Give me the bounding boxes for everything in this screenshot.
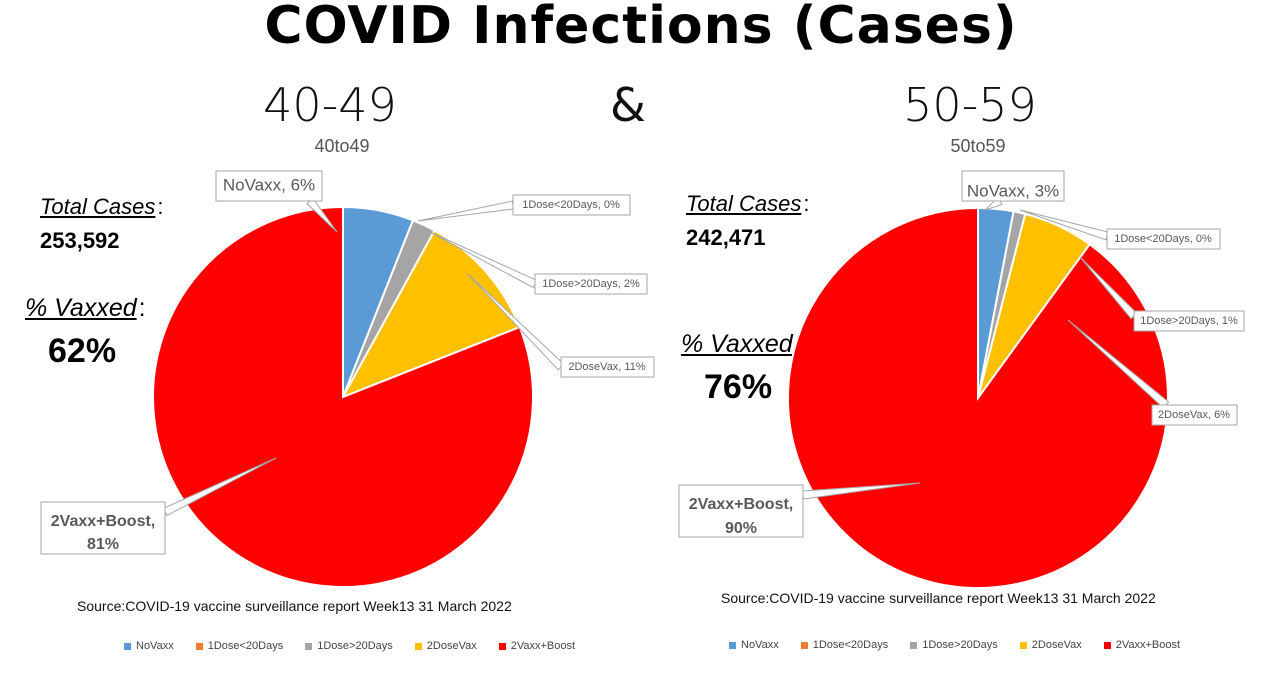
legend-swatch-1dosegt20days (910, 641, 918, 649)
data-label-1dosegt20days: 1Dose>20Days, 1% (1140, 315, 1238, 327)
age-title-right: 50-59 (903, 78, 1037, 132)
label-box-1doselt20days (1106, 228, 1221, 250)
legend-label-1doselt20days: 1Dose<20Days (207, 640, 284, 652)
legend-swatch-1dosegt20days (305, 642, 313, 650)
label-box-1doselt20days (512, 194, 631, 216)
pie-chart-50to59: NoVaxx, 3% 1Dose<20Days, 0% 1Dose>20Days, … (678, 170, 1245, 589)
legend-label-1dosegt20days: 1Dose>20Days (317, 640, 393, 652)
data-labels: NoVaxx, 3% 1Dose<20Days, 0% 1Dose>20Days, … (678, 170, 1245, 538)
legend-item-novaxx: NoVaxx (729, 639, 779, 651)
legend-left: NoVaxx 1Dose<20Days 1Dose>20Days 2DoseVax 2V… (124, 640, 597, 652)
legend-item-1dosegt20days: 1Dose>20Days (305, 640, 393, 652)
data-label-2vaxxplusboost: 2Vaxx+Boost, (689, 496, 794, 513)
ampersand: & (610, 78, 646, 132)
slice-2vaxxplusboost (787, 206, 1169, 589)
legend-item-2dosevax: 2DoseVax (1019, 639, 1082, 651)
label-box-2vaxxplusboost (678, 484, 804, 538)
data-label-2vaxxplusboost-pct: 90% (725, 520, 757, 537)
total-cases-value-left: 253,592 (40, 228, 120, 253)
legend-swatch-2vaxxplusboost (498, 642, 506, 650)
vaxxed-label-right: % Vaxxed (681, 330, 793, 358)
legend-label-2vaxxplusboost: 2Vaxx+Boost (510, 640, 576, 652)
source-right: Source:COVID-19 vaccine surveillance rep… (721, 590, 1156, 606)
main-title: COVID Infections (Cases) (264, 0, 1018, 56)
total-cases-label-right: Total Cases (686, 191, 802, 216)
legend-item-1dosegt20days: 1Dose>20Days (910, 639, 998, 651)
pie-chart-40to49: NoVaxx, 6% 1Dose<20Days, 0% 1Dose>20Days, … (40, 170, 655, 588)
label-box-2vaxxplusboost (40, 501, 166, 555)
vaxxed-value-right: 76% (704, 368, 773, 406)
callout-1doselt20days (417, 200, 515, 222)
legend-item-novaxx: NoVaxx (124, 640, 174, 652)
legend-label-2vaxxplusboost: 2Vaxx+Boost (1115, 639, 1181, 651)
legend-swatch-2dosevax (414, 642, 422, 650)
legend-swatch-1doselt20days (800, 641, 808, 649)
legend-item-2vaxxplusboost: 2Vaxx+Boost (498, 640, 576, 652)
label-box-1dosegt20days (1133, 310, 1245, 332)
legend-label-2dosevax: 2DoseVax (1031, 639, 1082, 651)
label-box-2dosevax (1151, 404, 1238, 426)
legend-label-2dosevax: 2DoseVax (426, 640, 477, 652)
chart-subtitle-left: 40to49 (314, 136, 370, 156)
legend-label-1doselt20days: 1Dose<20Days (812, 639, 889, 651)
legend-item-2vaxxplusboost: 2Vaxx+Boost (1103, 639, 1181, 651)
legend-label-1dosegt20days: 1Dose>20Days (922, 639, 998, 651)
legend-item-1doselt20days: 1Dose<20Days (800, 639, 889, 651)
data-label-2dosevax: 2DoseVax, 6% (1158, 409, 1230, 421)
chart-subtitle-right: 50to59 (950, 136, 1006, 156)
data-label-1doselt20days: 1Dose<20Days, 0% (1114, 233, 1212, 245)
legend-item-2dosevax: 2DoseVax (414, 640, 477, 652)
data-label-1doselt20days: 1Dose<20Days, 0% (522, 199, 620, 211)
total-cases-left: Total Cases: (40, 194, 164, 219)
legend-right: NoVaxx 1Dose<20Days 1Dose>20Days 2DoseVax 2V… (729, 639, 1202, 651)
pie-slices (152, 205, 534, 588)
legend-swatch-novaxx (124, 642, 131, 650)
data-label-1dosegt20days: 1Dose>20Days, 2% (542, 278, 640, 290)
legend-swatch-2dosevax (1019, 641, 1027, 649)
data-label-novaxx: NoVaxx, 3% (967, 181, 1059, 200)
total-cases-right: Total Cases: (686, 191, 810, 216)
data-label-novaxx: NoVaxx, 6% (223, 175, 315, 194)
legend-swatch-novaxx (729, 641, 736, 649)
label-box-2dosevax (560, 356, 655, 378)
vaxxed-left: % Vaxxed: (25, 294, 146, 322)
legend-swatch-1doselt20days (195, 642, 203, 650)
data-labels: NoVaxx, 6% 1Dose<20Days, 0% 1Dose>20Days, … (40, 170, 655, 555)
legend-label-novaxx: NoVaxx (136, 640, 174, 652)
label-box-novaxx (215, 170, 323, 202)
label-box-1dosegt20days (534, 273, 648, 295)
pie-slices (787, 206, 1169, 589)
source-left: Source:COVID-19 vaccine surveillance rep… (77, 598, 512, 614)
legend-item-1doselt20days: 1Dose<20Days (195, 640, 284, 652)
data-label-2vaxxplusboost-pct: 81% (87, 536, 119, 553)
slice-2vaxxplusboost (152, 205, 534, 588)
vaxxed-value-left: 62% (48, 332, 117, 370)
total-cases-label-left: Total Cases (40, 194, 156, 219)
age-title-left: 40-49 (263, 78, 397, 132)
legend-label-novaxx: NoVaxx (741, 639, 779, 651)
legend-swatch-2vaxxplusboost (1103, 641, 1111, 649)
total-cases-value-right: 242,471 (686, 225, 766, 250)
data-label-2vaxxplusboost: 2Vaxx+Boost, (51, 513, 156, 530)
data-label-2dosevax: 2DoseVax, 11% (568, 361, 645, 373)
label-box-novaxx (961, 170, 1065, 202)
vaxxed-label-left: % Vaxxed (25, 294, 137, 322)
